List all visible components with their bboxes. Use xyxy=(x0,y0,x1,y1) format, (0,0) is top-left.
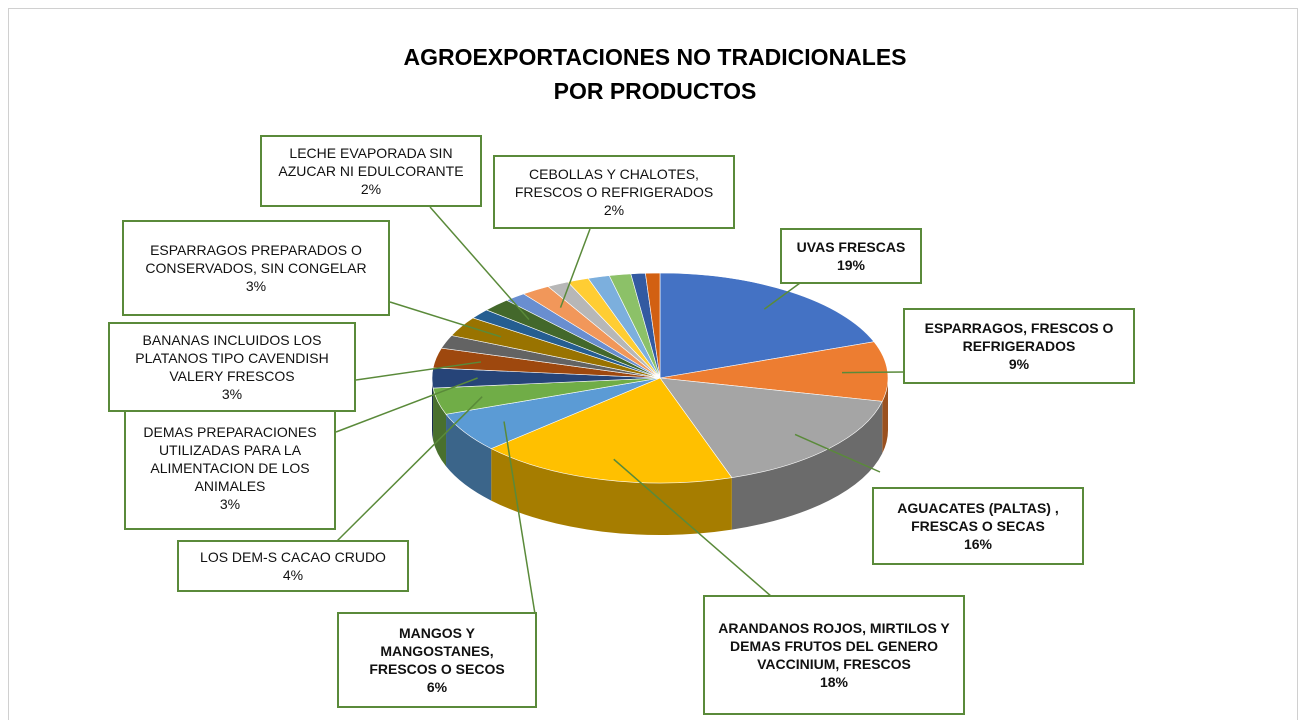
leader-line xyxy=(559,228,591,308)
category-label: DEMAS PREPARACIONES UTILIZADAS PARA LA A… xyxy=(143,423,317,494)
category-label: ESPARRAGOS PREPARADOS O CONSERVADOS, SIN… xyxy=(145,242,367,276)
category-label: AGUACATES (PALTAS) , FRESCAS O SECAS xyxy=(897,500,1059,534)
leader-line xyxy=(335,377,478,433)
data-label-box: MANGOS Y MANGOSTANES, FRESCOS O SECOS 6% xyxy=(337,612,537,708)
category-label: ESPARRAGOS, FRESCOS O REFRIGERADOS xyxy=(924,320,1114,354)
value-label: 3% xyxy=(219,495,241,512)
leader-line xyxy=(355,361,482,381)
data-label-box: UVAS FRESCAS 19% xyxy=(780,228,922,284)
data-label-box: AGUACATES (PALTAS) , FRESCAS O SECAS 16% xyxy=(872,487,1084,565)
pie-slice xyxy=(659,272,875,379)
value-label: 2% xyxy=(360,181,382,197)
value-label: 18% xyxy=(819,674,849,690)
chart-frame xyxy=(8,8,1298,720)
leader-line xyxy=(613,458,773,598)
data-label-box: LOS DEM-S CACAO CRUDO 4% xyxy=(177,540,409,592)
category-label: UVAS FRESCAS xyxy=(796,239,906,255)
leader-line xyxy=(389,301,502,338)
value-label: 16% xyxy=(963,536,993,552)
value-label: 3% xyxy=(221,386,243,402)
leader-line xyxy=(763,282,801,310)
value-label: 3% xyxy=(245,278,267,294)
category-label: CEBOLLAS Y CHALOTES, FRESCOS O REFRIGERA… xyxy=(514,166,714,200)
pie-slice xyxy=(490,377,733,484)
pie-slice xyxy=(659,341,889,402)
pie-side xyxy=(731,401,883,530)
leader-line xyxy=(429,206,530,321)
value-label: 6% xyxy=(426,679,448,695)
data-label-box: LECHE EVAPORADA SIN AZUCAR NI EDULCORANT… xyxy=(260,135,482,207)
value-label: 2% xyxy=(603,202,625,218)
value-label: 19% xyxy=(836,257,866,273)
value-label: 4% xyxy=(282,567,304,583)
data-label-box: DEMAS PREPARACIONES UTILIZADAS PARA LA A… xyxy=(124,405,336,530)
data-label-box: BANANAS INCLUIDOS LOS PLATANOS TIPO CAVE… xyxy=(108,322,356,412)
data-label-box: ESPARRAGOS PREPARADOS O CONSERVADOS, SIN… xyxy=(122,220,390,316)
category-label: LECHE EVAPORADA SIN AZUCAR NI EDULCORANT… xyxy=(278,145,464,179)
leader-line xyxy=(335,396,483,543)
pie-side xyxy=(446,414,492,501)
pie-side xyxy=(491,448,732,535)
category-label: MANGOS Y MANGOSTANES, FRESCOS O SECOS xyxy=(369,625,505,677)
data-label-box: CEBOLLAS Y CHALOTES, FRESCOS O REFRIGERA… xyxy=(493,155,735,229)
pie-slice xyxy=(645,272,661,379)
leader-line xyxy=(794,433,881,473)
pie-side xyxy=(432,378,434,441)
pie-side xyxy=(882,378,888,454)
leader-line xyxy=(503,421,536,615)
chart-title: AGROEXPORTACIONES NO TRADICIONALES POR P… xyxy=(403,44,907,104)
data-label-box: ARANDANOS ROJOS, MIRTILOS Y DEMAS FRUTOS… xyxy=(703,595,965,715)
value-label: 9% xyxy=(1008,356,1030,372)
category-label: BANANAS INCLUIDOS LOS PLATANOS TIPO CAVE… xyxy=(135,332,329,384)
leader-line xyxy=(842,371,906,374)
pie-side xyxy=(433,388,447,467)
data-label-box: ESPARRAGOS, FRESCOS O REFRIGERADOS 9% xyxy=(903,308,1135,384)
category-label: LOS DEM-S CACAO CRUDO xyxy=(200,549,386,565)
category-label: ARANDANOS ROJOS, MIRTILOS Y DEMAS FRUTOS… xyxy=(718,620,950,672)
